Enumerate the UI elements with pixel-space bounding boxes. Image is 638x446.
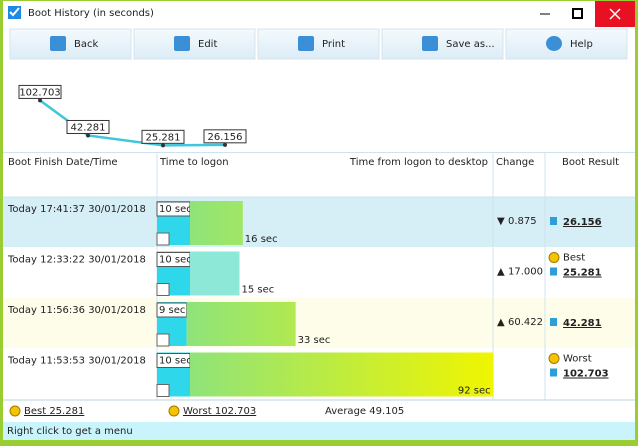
logon-label: 10 sec: [159, 255, 192, 266]
boot-date: Today 17:41:37 30/01/2018: [7, 204, 146, 215]
badge: Best: [563, 253, 585, 264]
point-label: 26.156: [208, 132, 243, 143]
button-label: Help: [570, 39, 593, 50]
trophy: [550, 318, 557, 326]
button-icon: [298, 36, 314, 51]
button-label: Back: [74, 39, 98, 50]
footer-best[interactable]: Best 25.281: [24, 406, 84, 417]
desktop-bar: [190, 352, 494, 397]
column-header: Boot Result: [562, 157, 619, 168]
logon-label: 9 sec: [159, 305, 185, 316]
badge: Worst: [563, 354, 592, 365]
toolbar-button[interactable]: [505, 28, 628, 60]
smiley: [548, 353, 560, 364]
trophy: [550, 368, 557, 377]
button-icon: [422, 36, 438, 51]
button-label: Print: [322, 39, 345, 50]
smiley: [168, 405, 180, 417]
trophy: [550, 217, 557, 225]
status-bar: [3, 422, 635, 440]
toolbar-button[interactable]: [381, 28, 504, 60]
boot-result[interactable]: 102.703: [563, 369, 609, 380]
sparkline: [39, 99, 226, 147]
status-text: Right click to get a menu: [7, 426, 133, 437]
boot-result[interactable]: 42.281: [563, 318, 602, 329]
toolbar-button[interactable]: [9, 28, 132, 60]
toolbar-button[interactable]: [133, 28, 256, 60]
footer-worst[interactable]: Worst 102.703: [183, 406, 256, 417]
point-label: 25.281: [146, 132, 181, 143]
smiley: [548, 252, 560, 263]
desktop-label: 16 sec: [245, 234, 278, 245]
button-icon: [546, 36, 562, 51]
point-label-box: [66, 119, 110, 134]
button-label: Edit: [198, 39, 217, 50]
logon-label: 10 sec: [159, 356, 192, 367]
change-arrow: ▲: [497, 267, 505, 278]
boot-date: Today 11:56:36 30/01/2018: [7, 305, 146, 316]
point-label: 42.281: [71, 122, 106, 133]
logon-label: 10 sec: [159, 204, 192, 215]
trophy: [550, 267, 557, 276]
boot-date: Today 12:33:22 30/01/2018: [7, 255, 146, 266]
desktop-bar: [186, 302, 296, 346]
desktop-bar: [190, 201, 243, 245]
column-header: Boot Finish Date/Time: [8, 157, 118, 168]
button-icon: [174, 36, 190, 51]
toolbar-button[interactable]: [257, 28, 380, 60]
sparkline-point: [223, 142, 227, 147]
sparkline-point: [86, 133, 90, 138]
logon-icon: [156, 333, 170, 347]
column-header: Time to logon: [159, 157, 229, 168]
smiley: [9, 405, 21, 417]
change-arrow: ▲: [497, 317, 505, 328]
desktop-label: 15 sec: [242, 285, 275, 296]
change-value: 17.000: [508, 267, 543, 278]
column-header: Time from logon to desktop: [349, 157, 488, 168]
change-arrow: ▼: [497, 216, 505, 227]
row-bg: [3, 197, 635, 247]
button-label: Save as...: [446, 39, 495, 50]
desktop-label: 92 sec: [458, 386, 491, 397]
boot-date: Today 11:53:53 30/01/2018: [7, 356, 146, 367]
logon-icon: [156, 384, 170, 397]
desktop-label: 33 sec: [298, 335, 331, 346]
window-title: Boot History (in seconds): [28, 8, 154, 19]
footer-average: Average 49.105: [325, 406, 404, 417]
title-bar: [3, 1, 635, 27]
point-label: 102.703: [19, 87, 60, 98]
desktop-bar: [190, 251, 240, 296]
point-label-box: [203, 129, 247, 144]
point-label-box: [141, 129, 185, 144]
logon-icon: [156, 232, 170, 246]
change-value: 60.422: [508, 317, 543, 328]
button-icon: [50, 36, 66, 51]
logon-icon: [156, 283, 170, 296]
boot-result[interactable]: 26.156: [563, 217, 602, 228]
maximize-button[interactable]: [572, 8, 583, 19]
change-value: 0.875: [508, 216, 537, 227]
row-bg: [3, 298, 635, 348]
column-header: Change: [496, 157, 534, 168]
sparkline-point: [161, 143, 165, 148]
boot-result[interactable]: 25.281: [563, 268, 602, 279]
sparkline-point: [38, 98, 42, 103]
point-label-box: [18, 84, 62, 99]
